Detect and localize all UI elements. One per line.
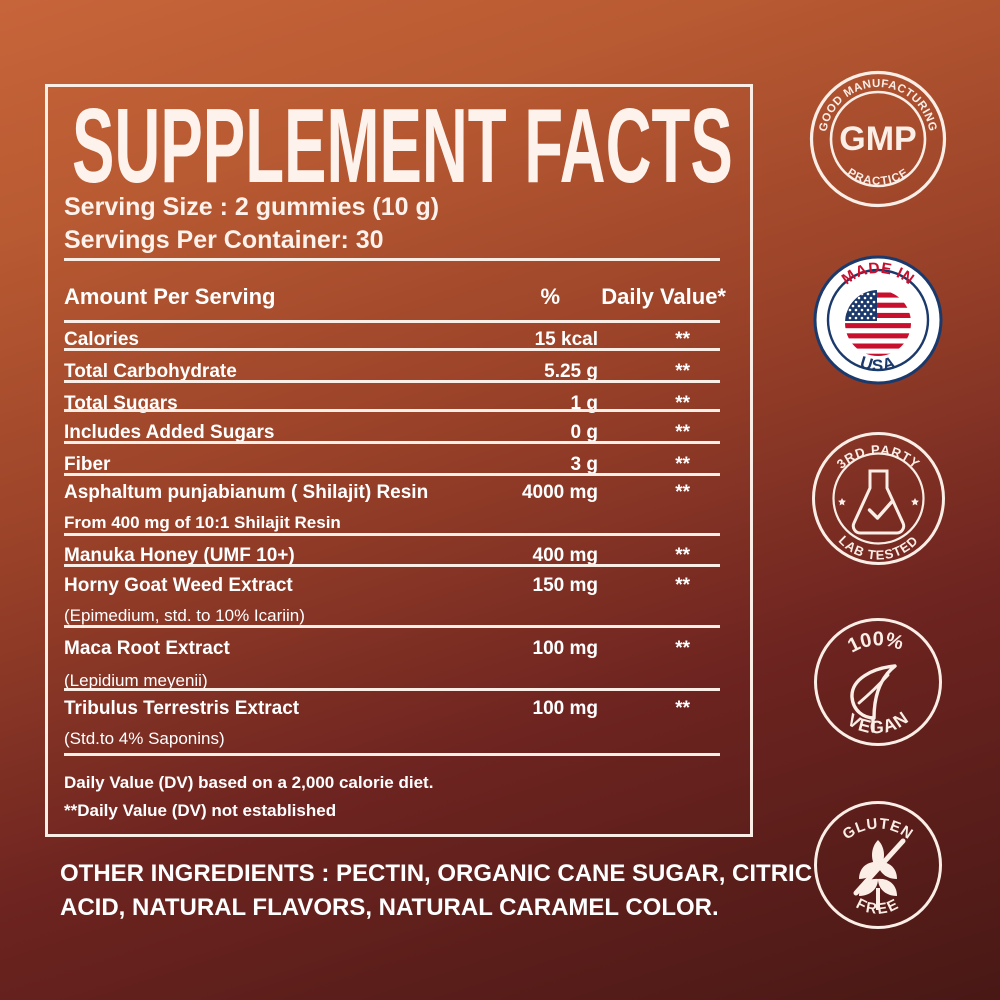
svg-text:GMP: GMP	[839, 120, 916, 158]
svg-text:GLUTEN: GLUTEN	[840, 815, 917, 843]
svg-text:USA: USA	[858, 353, 898, 375]
svg-text:LAB TESTED: LAB TESTED	[836, 532, 921, 562]
svg-text:3RD PARTY: 3RD PARTY	[834, 442, 923, 472]
svg-text:100%: 100%	[844, 628, 906, 657]
svg-text:VEGAN: VEGAN	[844, 707, 913, 737]
svg-text:PRACTICE: PRACTICE	[845, 167, 911, 188]
